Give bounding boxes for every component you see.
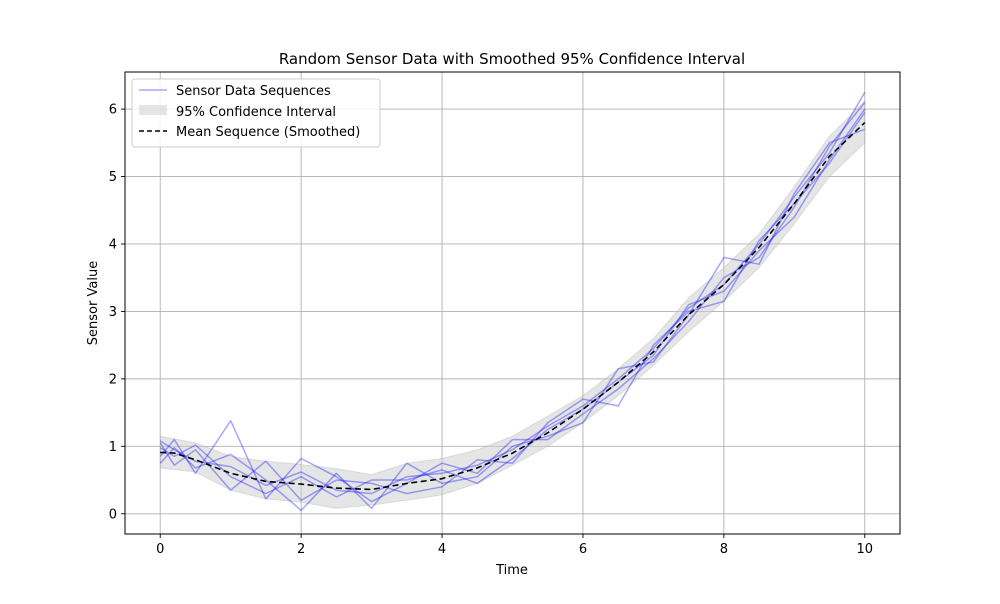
x-axis-title: Time xyxy=(495,563,528,578)
mean-line-layer xyxy=(160,122,866,491)
legend-label-band: 95% Confidence Interval xyxy=(176,105,336,120)
mean-sequence-line xyxy=(160,122,866,491)
y-axis-ticks: 0 1 2 3 4 5 6 xyxy=(109,103,125,522)
sensor-series-layer xyxy=(159,91,866,512)
plot-frame xyxy=(124,71,901,535)
y-tick-label: 2 xyxy=(109,372,117,387)
sensor-series-line-2 xyxy=(159,101,866,503)
x-tick-label: 0 xyxy=(156,542,164,557)
x-tick-label: 6 xyxy=(579,542,587,557)
sensor-series-line-5 xyxy=(159,108,866,498)
x-tick-label: 2 xyxy=(297,542,305,557)
y-tick-label: 6 xyxy=(109,103,117,118)
y-tick-label: 4 xyxy=(109,237,117,252)
legend-swatch-band xyxy=(139,105,167,115)
confidence-band-layer xyxy=(159,99,866,509)
x-axis-ticks: 0 2 4 6 8 10 xyxy=(156,534,873,557)
confidence-band xyxy=(159,99,866,509)
y-tick-label: 5 xyxy=(109,170,117,185)
sensor-series-line-1 xyxy=(159,91,866,495)
legend: Sensor Data Sequences 95% Confidence Int… xyxy=(131,78,381,148)
sensor-series-line-3 xyxy=(159,112,866,502)
x-tick-label: 4 xyxy=(438,542,446,557)
y-tick-label: 1 xyxy=(109,440,117,455)
x-tick-label: 10 xyxy=(856,542,873,557)
legend-label-sensor: Sensor Data Sequences xyxy=(176,84,331,99)
y-tick-label: 3 xyxy=(109,305,117,320)
y-axis-title: Sensor Value xyxy=(86,261,101,345)
sensor-series-line-4 xyxy=(159,128,866,512)
legend-label-mean: Mean Sequence (Smoothed) xyxy=(176,125,360,140)
y-tick-label: 0 xyxy=(109,507,117,522)
chart-title: Random Sensor Data with Smoothed 95% Con… xyxy=(279,50,745,68)
x-tick-label: 8 xyxy=(720,542,728,557)
legend-frame xyxy=(131,78,381,148)
